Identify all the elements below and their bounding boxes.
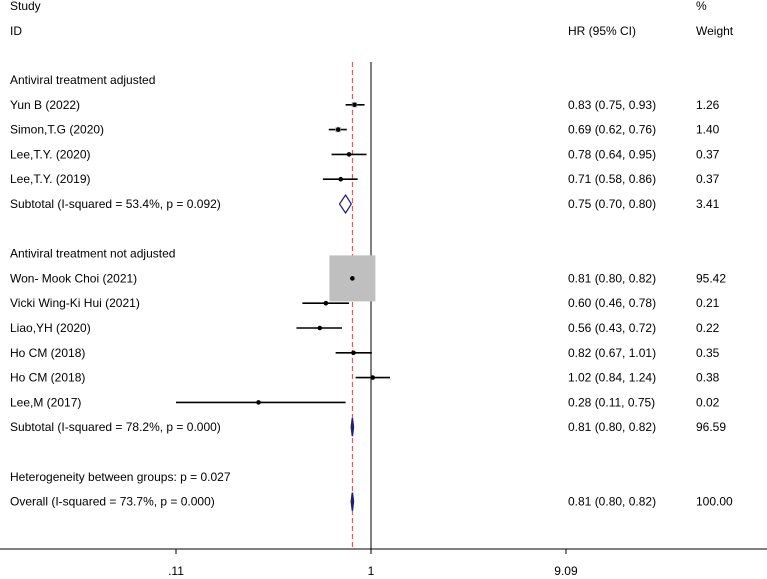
overall-label: Overall (I-squared = 73.7%, p = 0.000): [10, 495, 215, 509]
table-header: Study ID HR (95% CI) % Weight: [10, 0, 734, 38]
point-estimate-marker: [323, 300, 329, 306]
forest-row-overall: Overall (I-squared = 73.7%, p = 0.000) 0.…: [10, 492, 733, 511]
weight-text: 0.21: [696, 296, 720, 310]
forest-row-study: Liao,YH (2020) 0.56 (0.43, 0.72) 0.22: [10, 321, 720, 335]
study-label: Liao,YH (2020): [10, 321, 91, 335]
point-estimate-marker: [346, 152, 352, 157]
hr-ci-text: 0.60 (0.46, 0.78): [568, 296, 656, 310]
weight-text: 3.41: [696, 197, 720, 211]
reference-lines: [351, 62, 372, 549]
header-percent: %: [696, 0, 707, 13]
hr-ci-text: 0.81 (0.80, 0.82): [568, 420, 656, 434]
hr-ci-text: 0.75 (0.70, 0.80): [568, 197, 656, 211]
header-hr: HR (95% CI): [568, 24, 636, 38]
subtotal-diamond: [338, 193, 352, 215]
subtotal-label: Subtotal (I-squared = 78.2%, p = 0.000): [10, 420, 221, 434]
hr-ci-text: 0.28 (0.11, 0.75): [568, 395, 655, 409]
weight-text: 0.38: [696, 371, 720, 385]
hr-ci-text: 0.83 (0.75, 0.93): [568, 98, 656, 112]
subtotal-diamond: [350, 418, 355, 437]
hr-ci-text: 1.02 (0.84, 1.24): [568, 371, 656, 385]
hr-ci-text: 0.56 (0.43, 0.72): [568, 321, 656, 335]
point-estimate-marker: [256, 400, 261, 405]
forest-row-study: Simon,T.G (2020) 0.69 (0.62, 0.76) 1.40: [10, 123, 720, 137]
study-label: Won- Mook Choi (2021): [10, 271, 137, 285]
hr-ci-text: 0.81 (0.80, 0.82): [568, 495, 656, 509]
weight-text: 0.35: [696, 346, 720, 360]
point-estimate-marker: [352, 102, 357, 108]
weight-text: 1.40: [696, 123, 720, 137]
forest-row-study: Vicki Wing-Ki Hui (2021) 0.60 (0.46, 0.78…: [10, 296, 720, 310]
weight-text: 0.22: [696, 321, 720, 335]
forest-row-study: Ho CM (2018) 0.82 (0.67, 1.01) 0.35: [10, 346, 720, 360]
hr-ci-text: 0.69 (0.62, 0.76): [568, 123, 656, 137]
study-label: Ho CM (2018): [10, 346, 85, 360]
forest-row-note: Heterogeneity between groups: p = 0.027: [10, 470, 231, 484]
forest-row-group: Antiviral treatment not adjusted: [10, 247, 175, 261]
group-label: Antiviral treatment not adjusted: [10, 247, 175, 261]
forest-row-study: Ho CM (2018) 1.02 (0.84, 1.24) 0.38: [10, 371, 720, 385]
point-estimate-marker: [317, 325, 323, 331]
x-axis: .11 1 9.09: [0, 548, 767, 578]
forest-row-subtotal: Subtotal (I-squared = 53.4%, p = 0.092) 0…: [10, 193, 720, 215]
weight-text: 1.26: [696, 98, 720, 112]
forest-row-study: Lee,T.Y. (2020) 0.78 (0.64, 0.95) 0.37: [10, 147, 720, 161]
forest-row-group: Antiviral treatment adjusted: [10, 73, 155, 87]
hr-ci-text: 0.71 (0.58, 0.86): [568, 172, 656, 186]
hr-ci-text: 0.78 (0.64, 0.95): [568, 147, 656, 161]
weight-text: 0.37: [696, 147, 720, 161]
study-label: Simon,T.G (2020): [10, 123, 104, 137]
subtotal-label: Subtotal (I-squared = 53.4%, p = 0.092): [10, 197, 221, 211]
weight-text: 100.00: [696, 495, 733, 509]
hr-ci-text: 0.82 (0.67, 1.01): [568, 346, 656, 360]
weight-text: 96.59: [696, 420, 726, 434]
point-estimate-marker: [351, 350, 356, 356]
study-label: Vicki Wing-Ki Hui (2021): [10, 296, 140, 310]
study-label: Lee,T.Y. (2019): [10, 172, 91, 186]
point-estimate-marker: [370, 375, 376, 380]
group-label: Antiviral treatment adjusted: [10, 73, 155, 87]
header-weight: Weight: [696, 24, 734, 38]
study-label: Lee,T.Y. (2020): [10, 147, 91, 161]
x-tick-label: 1: [368, 564, 375, 578]
forest-row-study: Lee,T.Y. (2019) 0.71 (0.58, 0.86) 0.37: [10, 172, 720, 186]
x-tick-label: 9.09: [554, 564, 578, 578]
study-label: Yun B (2022): [10, 98, 80, 112]
header-study: Study: [10, 0, 41, 13]
study-label: Lee,M (2017): [10, 395, 81, 409]
weight-text: 95.42: [696, 271, 726, 285]
weight-text: 0.02: [696, 395, 720, 409]
forest-rows: Antiviral treatment adjusted Yun B (2022)…: [10, 73, 733, 511]
study-label: Ho CM (2018): [10, 371, 85, 385]
point-estimate-marker: [350, 276, 355, 281]
weight-text: 0.37: [696, 172, 720, 186]
hr-ci-text: 0.81 (0.80, 0.82): [568, 271, 656, 285]
forest-row-subtotal: Subtotal (I-squared = 78.2%, p = 0.000) 0…: [10, 418, 726, 437]
point-estimate-marker: [335, 127, 341, 132]
forest-row-study: Yun B (2022) 0.83 (0.75, 0.93) 1.26: [10, 98, 720, 112]
forest-row-study: Lee,M (2017) 0.28 (0.11, 0.75) 0.02: [10, 395, 720, 409]
header-id: ID: [10, 24, 22, 38]
note-label: Heterogeneity between groups: p = 0.027: [10, 470, 231, 484]
point-estimate-marker: [338, 176, 344, 182]
x-tick-label: .11: [168, 564, 184, 578]
forest-row-study: Won- Mook Choi (2021) 0.81 (0.80, 0.82) 95…: [10, 255, 726, 302]
overall-diamond: [350, 492, 355, 511]
